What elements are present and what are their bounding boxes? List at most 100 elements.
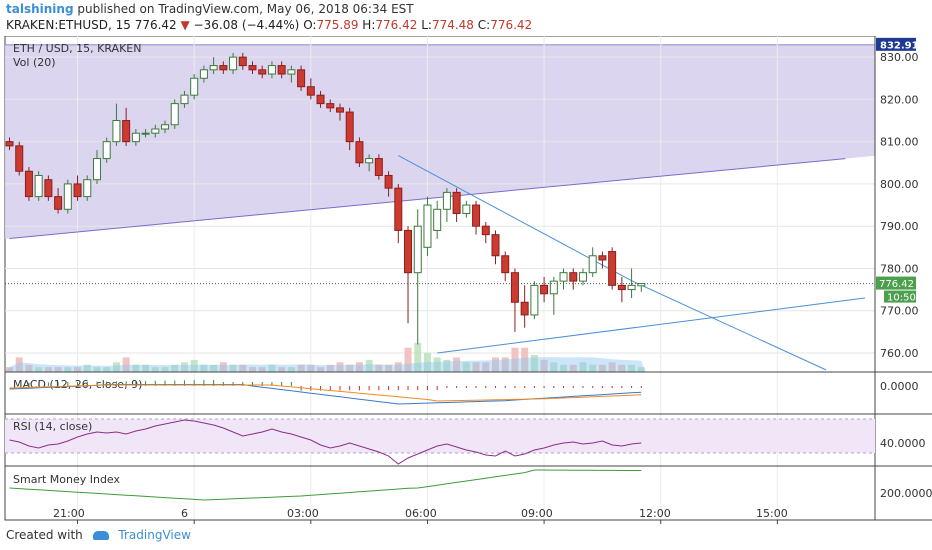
candle-body <box>238 56 247 67</box>
y-tick-label: 820.00 <box>880 93 919 106</box>
volume-bar <box>540 359 548 372</box>
author-name[interactable]: talshining <box>6 2 74 16</box>
x-axis-labels: 21:00 6 03:00 06:00 09:00 12:00 15:00 <box>0 507 932 521</box>
candle-body <box>588 255 597 274</box>
volume-bar <box>569 364 577 372</box>
candle-body <box>122 120 131 143</box>
candle-body <box>277 65 286 75</box>
rsi-line <box>9 419 642 465</box>
volume-bar <box>462 362 470 372</box>
low-value: 774.48 <box>431 18 474 32</box>
candle-body <box>161 124 170 130</box>
volume-bar <box>317 367 325 372</box>
candle-body <box>472 204 481 227</box>
volume-bar <box>589 364 597 372</box>
candle-body <box>598 255 607 261</box>
candle-body <box>199 69 208 79</box>
trendline <box>437 297 865 354</box>
volume-bar <box>433 357 441 372</box>
publish-info: talshining published on TradingView.com,… <box>6 2 414 16</box>
volume-bar <box>511 347 519 372</box>
candle-body <box>569 272 578 282</box>
volume-bar <box>550 362 558 372</box>
volume-bar <box>423 352 431 372</box>
volume-bar <box>54 367 62 372</box>
volume-bar <box>346 364 354 372</box>
candle-body <box>413 225 422 274</box>
close-value: 776.42 <box>490 18 533 32</box>
volume-bar <box>579 362 587 372</box>
volume-bar <box>453 357 461 372</box>
top-price-tag <box>876 37 916 51</box>
volume-bar <box>307 364 315 372</box>
volume-bar <box>365 359 373 372</box>
smi-label: Smart Money Index <box>13 473 121 486</box>
volume-bar <box>210 364 218 372</box>
x-tick-label: 03:00 <box>287 507 319 520</box>
candle-body <box>83 179 92 198</box>
volume-bar <box>142 364 150 372</box>
symbol-label: KRAKEN:ETHUSD, 15 <box>6 18 131 32</box>
candle-body <box>180 94 189 105</box>
candle-body <box>316 94 325 105</box>
volume-bar <box>132 364 140 372</box>
candle-body <box>578 272 587 282</box>
publish-text: published on TradingView.com, May 06, 20… <box>77 2 414 16</box>
price-change: −36.08 (−4.44%) <box>193 18 300 32</box>
candle-body <box>258 69 267 75</box>
top-price-tag-label: 832.91 <box>880 40 919 51</box>
volume-bar <box>472 362 480 372</box>
tradingview-link[interactable]: TradingView <box>118 528 191 542</box>
tradingview-logo-icon[interactable] <box>92 531 109 540</box>
candle-body <box>15 145 24 172</box>
volume-bar <box>287 367 295 372</box>
axes: 830.00 820.00 810.00 800.00 790.00 780.00 770.… <box>77 37 919 524</box>
volume-bar <box>628 364 636 372</box>
volume-bar <box>151 367 159 372</box>
candle-body <box>608 251 617 286</box>
candle-body <box>326 103 335 109</box>
high-value: 776.42 <box>375 18 418 32</box>
candle-body <box>491 234 500 257</box>
volume-bar <box>229 364 237 372</box>
candle-body <box>24 170 33 198</box>
candle-body <box>433 208 442 231</box>
candle-body <box>394 187 403 231</box>
candle-body <box>345 111 354 143</box>
candle-body <box>559 272 568 282</box>
candle-body <box>627 284 636 291</box>
candle-body <box>219 65 228 71</box>
y-tick-label: 780.00 <box>880 262 919 275</box>
volume-bar <box>278 367 286 372</box>
candle-body <box>209 65 218 71</box>
candle-body <box>248 65 257 71</box>
candle-body <box>549 280 558 295</box>
x-tick-label: 15:00 <box>756 507 788 520</box>
candle-body <box>510 272 519 303</box>
volume-bar <box>482 362 490 372</box>
volume-bar <box>83 364 91 372</box>
volume-bar <box>521 347 529 372</box>
volume-bar <box>15 357 23 372</box>
candle-body <box>520 301 529 316</box>
candle-body <box>229 56 238 71</box>
candle-body <box>374 158 383 176</box>
y-tick-label: 830.00 <box>880 51 919 64</box>
candle-body <box>404 229 413 274</box>
candle-body <box>131 132 140 143</box>
candle-body <box>530 284 539 316</box>
macd-signal-line <box>9 384 642 402</box>
volume-bar <box>74 367 82 372</box>
created-with-text: Created with <box>6 528 83 542</box>
countdown-tag <box>884 290 916 303</box>
volume-bar <box>268 364 276 372</box>
candle-body <box>151 128 160 134</box>
volume-bar <box>414 342 422 372</box>
last-price-tag-label: 776.42 <box>879 279 914 290</box>
macd-tick: 0.0000 <box>880 380 919 393</box>
y-tick-label: 790.00 <box>880 220 919 233</box>
candle-body <box>335 107 344 113</box>
